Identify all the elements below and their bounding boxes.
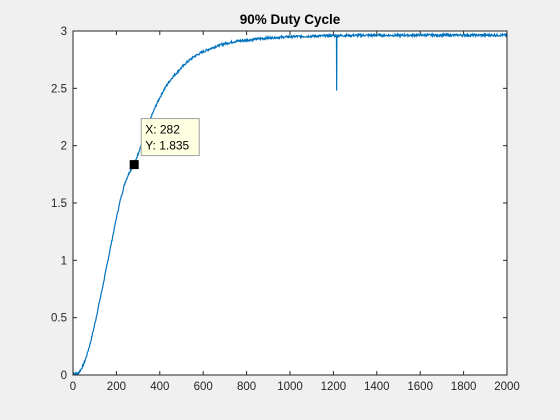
datatip-box (140, 118, 200, 157)
datatip-y-text: Y: 1.835 (145, 139, 189, 153)
datatip-x-text: X: 282 (145, 123, 180, 137)
x-tick-label: 400 (150, 381, 169, 393)
x-tick-label: 1200 (321, 381, 347, 393)
y-tick-label: 1.5 (51, 198, 67, 210)
axis-tick-labels: 0 200 400 600 800 1000 1200 1400 1600 1800 2000 0 0.… (51, 26, 520, 393)
x-tick-label: 1000 (277, 381, 303, 393)
x-tick-label: 1600 (407, 381, 433, 393)
x-tick-label: 0 (70, 381, 76, 393)
x-tick-label: 1400 (364, 381, 390, 393)
datatip-marker[interactable] (129, 160, 139, 170)
y-tick-label: 1 (61, 255, 67, 267)
axes-box (72, 30, 508, 376)
x-tick-label: 200 (107, 381, 126, 393)
y-tick-label: 2 (61, 141, 67, 153)
x-tick-label: 800 (237, 381, 256, 393)
y-tick-label: 0.5 (51, 313, 67, 325)
x-tick-label: 1800 (451, 381, 477, 393)
datatip[interactable]: X: 282 Y: 1.835 (129, 118, 200, 170)
plot-area (73, 31, 507, 375)
x-tick-label: 600 (194, 381, 213, 393)
y-tick-label: 2.5 (51, 83, 67, 95)
x-tick-label: 2000 (494, 381, 520, 393)
y-tick-label: 0 (61, 370, 67, 382)
y-tick-label: 3 (61, 26, 67, 38)
chart-title: 90% Duty Cycle (240, 12, 341, 27)
